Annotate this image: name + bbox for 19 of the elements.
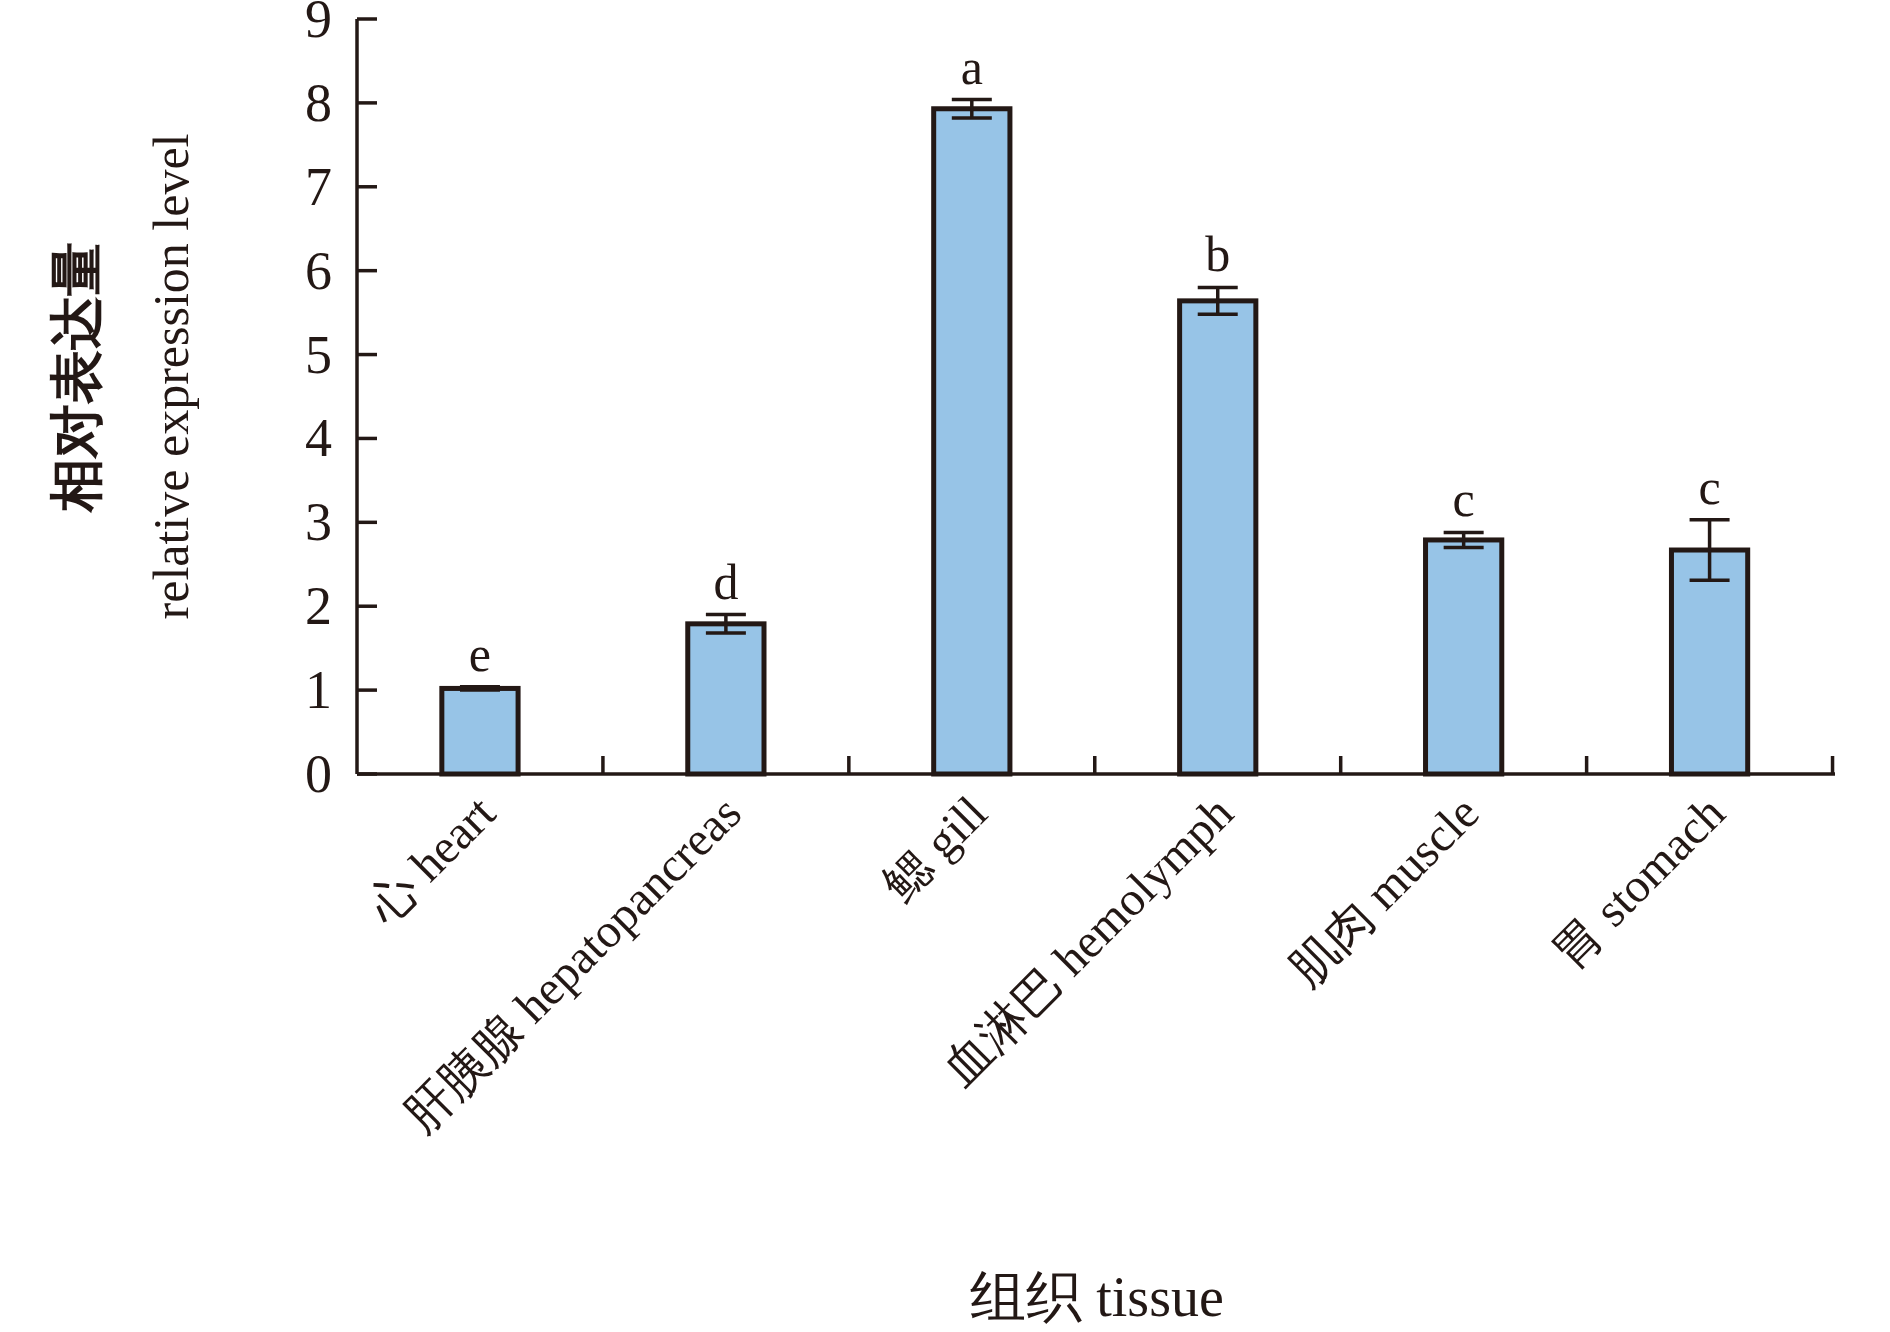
annotation: c bbox=[1698, 458, 1721, 515]
y-tick-label: 8 bbox=[305, 72, 332, 133]
y-tick-label: 3 bbox=[305, 492, 332, 553]
y-tick-label: 0 bbox=[305, 744, 332, 804]
y-tick-label: 4 bbox=[305, 408, 332, 469]
annotation: b bbox=[1205, 226, 1231, 283]
y-tick-label: 7 bbox=[305, 156, 332, 217]
y-tick-label: 1 bbox=[305, 660, 332, 721]
x-axis-title: 组织 tissue bbox=[970, 1266, 1224, 1328]
y-tick-label: 5 bbox=[305, 324, 332, 385]
y-tick-label: 2 bbox=[305, 576, 332, 637]
y-tick-label: 6 bbox=[305, 240, 332, 301]
annotation: c bbox=[1452, 471, 1475, 528]
annotation: d bbox=[713, 553, 739, 610]
y-axis-title: 相对表达量 relative expression level bbox=[45, 133, 199, 620]
annotation: a bbox=[960, 38, 983, 95]
annotation: e bbox=[468, 625, 492, 682]
x-tick-label: 鳃 gill bbox=[871, 785, 997, 911]
y-tick-label: 9 bbox=[305, 0, 332, 49]
